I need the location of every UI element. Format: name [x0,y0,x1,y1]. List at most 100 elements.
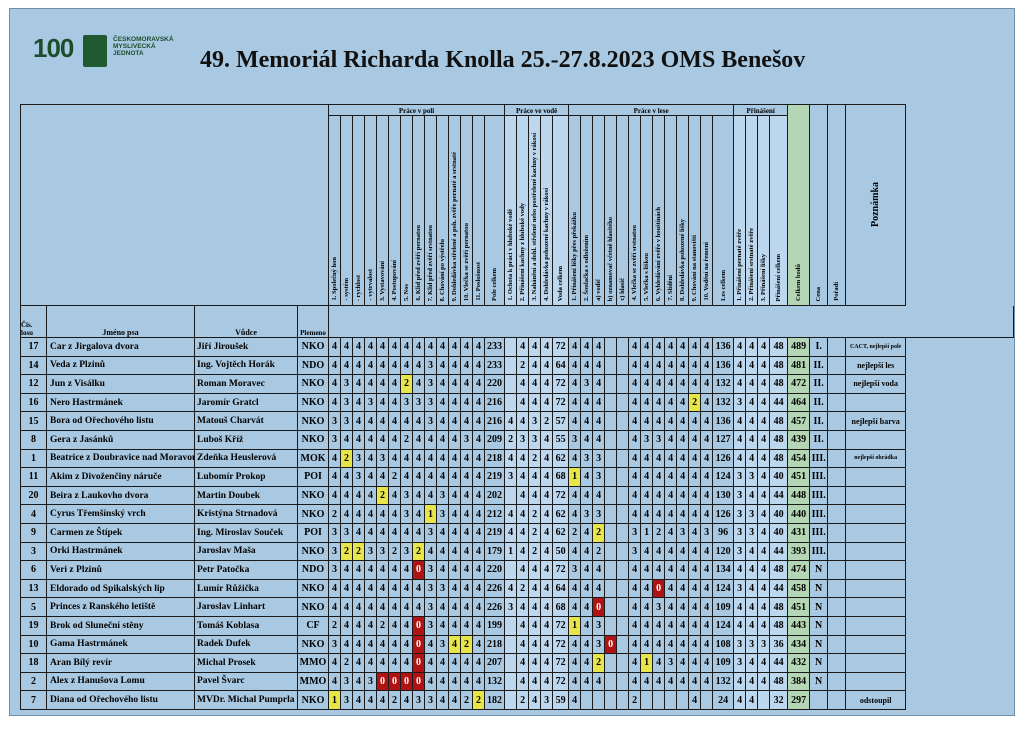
col-retrieve-2: 2. Přinášení srstnaté zvěře [745,115,759,306]
water-score: 57 [552,411,570,431]
field-score: 4 [352,671,365,692]
dog-name: Princes z Ranského letiště [46,597,195,617]
ranking [827,411,847,431]
field-score: 4 [388,411,401,431]
water-score: 72 [552,374,570,394]
forest-score: 4 [568,653,582,673]
water-score: 64 [552,578,570,599]
breed: NKO [297,374,329,394]
forest-score: 4 [640,411,654,431]
field-score: 4 [376,374,389,394]
forest-score: 4 [700,374,714,394]
ranking [827,355,847,376]
ranking [827,578,847,599]
field-score: 4 [376,578,389,599]
forest-score: 4 [640,560,654,580]
forest-score: 3 [580,504,594,524]
forest-score: 130 [712,485,735,506]
water-score: 4 [528,374,542,394]
forest-score: 4 [640,374,654,394]
field-score: 2 [400,374,413,394]
prize-grade: III. [809,485,829,506]
field-score: 4 [448,355,461,376]
water-score: 72 [552,392,570,413]
total-points: 489 [787,337,811,357]
forest-score [616,392,630,413]
prize-grade: III. [809,448,829,469]
retrieve-score: 4 [757,578,771,599]
col-water-total: Voda celkem [552,115,570,306]
col-forest-3a: a) vodič [592,115,606,306]
forest-score: 4 [688,690,702,710]
water-score: 4 [528,392,542,413]
header-poradi: Pořadí [827,104,847,306]
forest-score: 96 [712,522,735,543]
forest-score: 3 [568,429,582,450]
breed: POI [297,467,329,487]
note [845,504,907,524]
forest-score: 24 [712,690,735,710]
field-score: 2 [388,467,401,487]
prize-grade: N [809,560,829,580]
dog-name: Brok od Sluneční stěny [46,615,195,636]
field-score: 226 [483,578,506,599]
forest-score [616,411,630,431]
field-score: 3 [400,392,413,413]
dog-name: Beira z Laukovho dvora [46,485,195,506]
field-score: 4 [352,615,365,636]
field-score: 4 [364,690,377,710]
ranking [827,448,847,469]
retrieve-score: 4 [745,653,759,673]
forest-score: 4 [628,429,642,450]
forest-score [616,448,630,469]
forest-score: 136 [712,337,735,357]
logo-org-text: ČESKOMORAVSKÁ MYSLIVECKÁ JEDNOTA [113,36,174,57]
retrieve-score: 4 [757,504,771,524]
forest-score [616,467,630,487]
field-score: 4 [328,467,341,487]
field-score: 3 [340,374,353,394]
field-score: 4 [340,429,353,450]
forest-score: 4 [688,597,702,617]
handler-name: Jaromír Gratcl [194,392,298,413]
dog-name: Eldorado od Spikalských lip [46,578,195,599]
note: nejlepší ohrádka [845,448,907,469]
water-score: 2 [540,411,554,431]
forest-score: 4 [688,504,702,524]
field-score: 4 [364,560,377,580]
total-points: 472 [787,374,811,394]
field-score: 4 [412,597,425,617]
prize-grade: II. [809,411,829,431]
field-score: 4 [460,653,473,673]
breed: NKO [297,411,329,431]
lot-number: 17 [20,337,47,357]
retrieve-score: 4 [757,560,771,580]
field-score: 4 [364,615,377,636]
field-score: 4 [460,355,473,376]
field-score: 3 [364,392,377,413]
field-score: 4 [352,392,365,413]
forest-score: 4 [688,448,702,469]
forest-score [604,337,618,357]
field-score: 3 [400,485,413,506]
dog-name: Orki Hastrmánek [46,541,195,562]
water-score: 2 [504,429,518,450]
field-score: 4 [460,392,473,413]
field-score: 4 [376,560,389,580]
field-score: 4 [448,653,461,673]
handler-name: Jiří Jiroušek [194,337,298,357]
field-score: 4 [400,560,413,580]
cmmj-100-logo: 100 ČESKOMORAVSKÁ MYSLIVECKÁ JEDNOTA [33,33,174,69]
water-score: 1 [504,541,518,562]
retrieve-score: 4 [733,374,747,394]
ranking [827,374,847,394]
table-row: 20 Beira z Laukovho dvora Martin Doubek NKO… [20,485,1014,506]
field-score: 4 [436,560,449,580]
handler-name: Martin Doubek [194,485,298,506]
water-score: 72 [552,653,570,673]
col-field-2: - systém [340,115,353,306]
forest-score: 4 [628,578,642,599]
water-score: 4 [540,337,554,357]
note: nejlepší voda [845,374,907,394]
forest-score: 4 [640,578,654,599]
